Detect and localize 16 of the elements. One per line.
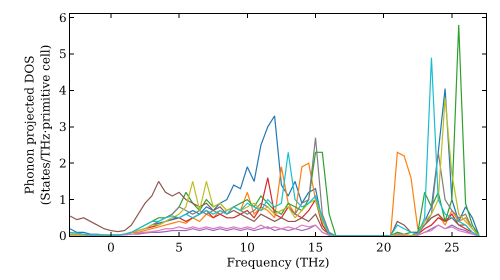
y-tick-label: 2 <box>58 156 67 170</box>
line-series <box>70 57 480 236</box>
y-tick-label: 5 <box>58 47 67 62</box>
x-tick-label: 25 <box>444 240 460 254</box>
y-tick-label: 4 <box>58 84 67 98</box>
y-axis-title: Phonon projected DOS (States/THz·primitive cell) <box>22 44 52 206</box>
x-tick-label: 0 <box>107 240 115 254</box>
y-tick-label: 3 <box>58 120 67 134</box>
x-tick-label: 5 <box>175 240 183 254</box>
x-axis-title: Frequency (THz) <box>226 255 330 270</box>
x-tick-label: 15 <box>308 240 324 254</box>
x-tick-label: 20 <box>376 240 392 254</box>
y-tick-label: 6 <box>58 10 67 25</box>
y-tick-label: 1 <box>58 192 67 207</box>
x-tick-label: 10 <box>240 240 255 254</box>
y-tick-label: 0 <box>58 229 67 244</box>
